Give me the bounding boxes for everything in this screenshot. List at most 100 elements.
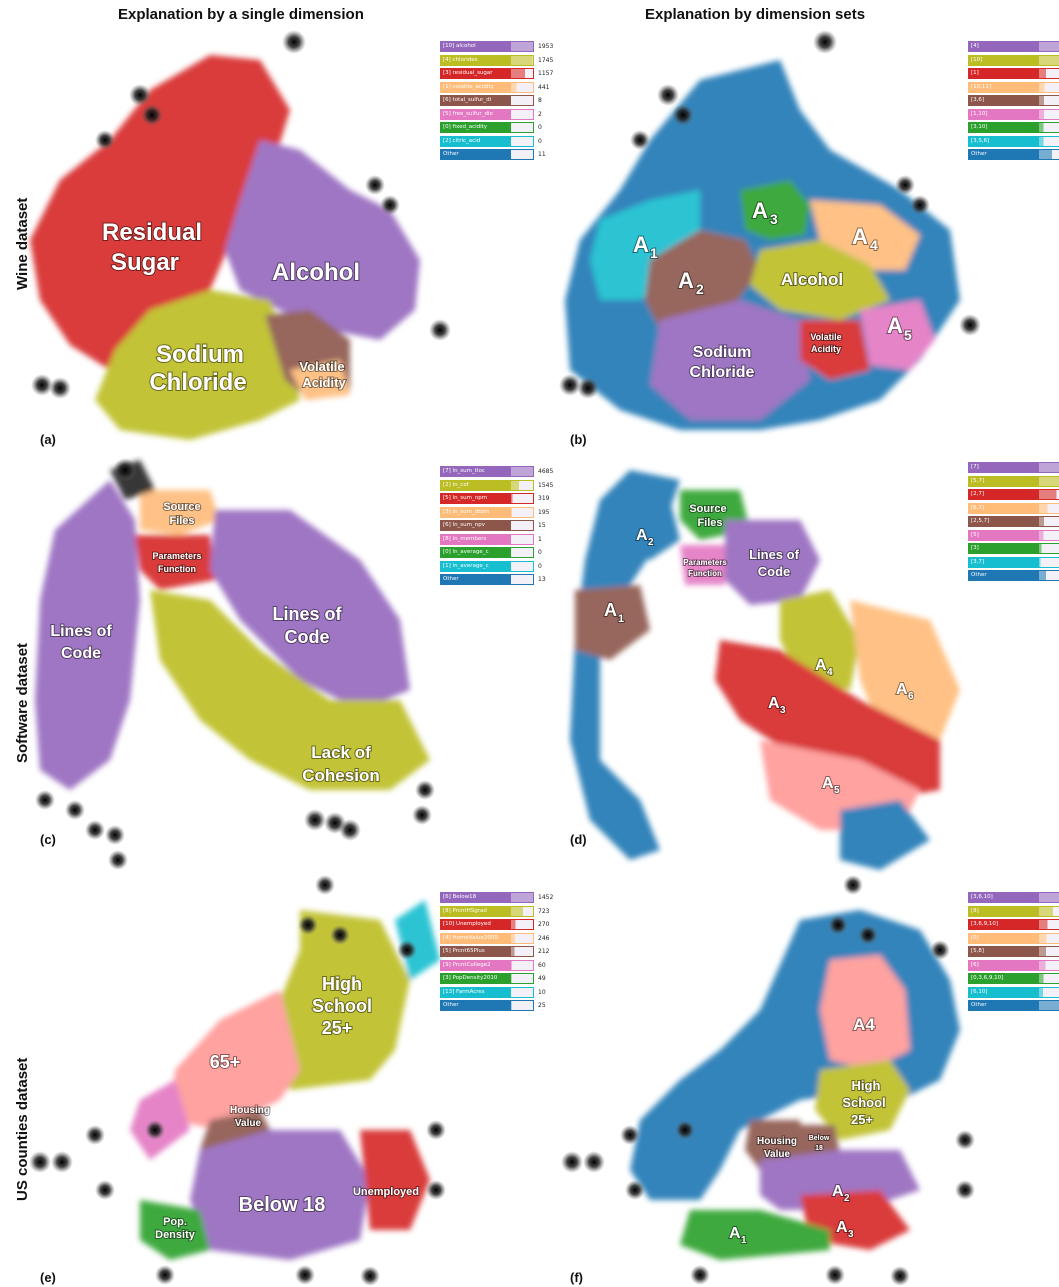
- label-b-a2-sub: 2: [696, 281, 704, 297]
- label-d-files: Files: [697, 517, 722, 529]
- label-d-a5-sub: 5: [834, 785, 840, 796]
- legend-row: Other699: [968, 1000, 1059, 1013]
- legend-row: [2,7]1283: [968, 489, 1059, 502]
- region-e-high-school: [270, 910, 410, 1090]
- legend-count: 49: [538, 975, 546, 982]
- label-c-parameters: Parameters: [152, 551, 201, 561]
- legend-label: Other: [968, 149, 1038, 160]
- region-d-a1: [575, 585, 650, 660]
- legend-bar: [510, 95, 534, 106]
- legend-count: 1: [538, 535, 542, 543]
- legend-bar: [1038, 95, 1059, 106]
- outliers-e: [29, 875, 446, 1286]
- legend-label: [4]: [968, 41, 1038, 52]
- legend-bar: [510, 68, 534, 79]
- legend-count: 441: [538, 83, 550, 91]
- label-b-alcohol: Alcohol: [781, 270, 843, 289]
- label-f-school: School: [842, 1095, 885, 1110]
- region-b-a2: [645, 230, 760, 340]
- legend-bar: [510, 493, 534, 504]
- legend-bar: [1038, 570, 1059, 581]
- label-e-pop: Pop.: [163, 1216, 187, 1228]
- legend-bar: [1038, 543, 1059, 554]
- label-f-a2-sub: 2: [844, 1193, 850, 1204]
- legend-label: [5] free_sulfur_dio: [440, 108, 510, 120]
- legend-bar: [1038, 108, 1059, 120]
- legend-label: [3,7]: [968, 556, 1038, 568]
- legend-bar: [1038, 81, 1059, 93]
- legend-row: [0]230: [968, 932, 1059, 946]
- legend-row: [5] free_sulfur_dio 2: [440, 108, 550, 122]
- legend-row: [5,8]217: [968, 946, 1059, 959]
- legend-bar: [510, 466, 534, 477]
- legend-label: [0,3,6,9,10]: [968, 973, 1038, 984]
- legend-label: [1]: [968, 68, 1038, 79]
- legend-bar: [1038, 475, 1059, 487]
- legend-bar: [1038, 932, 1059, 944]
- region-f-high-school: [815, 1060, 910, 1140]
- legend-bar: [510, 41, 534, 52]
- legend-count: 11: [538, 151, 546, 158]
- legend-bar: [510, 892, 534, 903]
- region-d-a6: [850, 600, 960, 740]
- legend-label: [10,11]: [968, 81, 1038, 93]
- panel-letter-e: (e): [40, 1270, 56, 1285]
- label-f-18: 18: [815, 1145, 823, 1152]
- legend-count: 10: [538, 988, 546, 996]
- label-b-volatile: Volatile: [810, 332, 841, 342]
- legend-row: [3,10]267: [968, 122, 1059, 135]
- legend-row: [6]200: [968, 959, 1059, 973]
- region-d-a3: [715, 640, 940, 800]
- legend-row: [6] total_sulfur_di 8: [440, 95, 550, 108]
- legend-bar: [1038, 489, 1059, 500]
- legend-count: 8: [538, 97, 542, 104]
- legend-count: 4685: [538, 468, 554, 475]
- legend-e: [6] Below18 1452 [8] PrcntHSgrad 723 [10] Un…: [440, 892, 553, 1014]
- region-c-cohesion: [150, 590, 430, 790]
- plot-d: [570, 470, 960, 870]
- label-b-acidity: Acidity: [811, 344, 841, 354]
- legend-label: [6] ln_sum_npv: [440, 520, 510, 531]
- region-e-unemployed: [360, 1130, 430, 1230]
- legend-row: Other507: [968, 570, 1059, 583]
- legend-row: [3,5,6]258: [968, 135, 1059, 149]
- legend-label: [3]: [968, 543, 1038, 554]
- legend-label: [5]: [968, 529, 1038, 541]
- legend-row: [8]431: [968, 905, 1059, 919]
- legend-count: 60: [538, 961, 546, 969]
- label-f-value: Value: [764, 1149, 791, 1160]
- legend-row: [8] ln_members 1: [440, 533, 550, 547]
- label-b-a2: A: [678, 268, 694, 293]
- legend-label: Other: [968, 570, 1038, 581]
- legend-bar: [510, 986, 534, 998]
- legend-bar: [1038, 516, 1059, 527]
- legend-bar: [510, 479, 534, 491]
- label-f-25plus: 25+: [851, 1112, 873, 1127]
- legend-label: [6] Below18: [440, 892, 510, 903]
- legend-row: [6] ln_sum_npv 15: [440, 520, 550, 533]
- legend-b: [4]1440[10]1231[1]414[10,11]335[3,6]290[…: [968, 41, 1059, 163]
- legend-label: [6]: [968, 959, 1038, 971]
- region-b-alcohol: [750, 240, 890, 320]
- legend-label: [5] ln_sum_npm: [440, 493, 510, 504]
- legend-bar: [510, 919, 534, 930]
- legend-row: Other 13: [440, 574, 550, 587]
- legend-count: 270: [538, 921, 550, 928]
- legend-label: [0] ln_average_c: [440, 547, 510, 558]
- legend-row: [10] Unemployed 270: [440, 919, 550, 932]
- label-e-below18: Below 18: [239, 1194, 326, 1216]
- legend-bar: [510, 560, 534, 572]
- legend-bar: [510, 506, 534, 518]
- region-b-sodium-chloride: [650, 300, 810, 420]
- region-c-parameters: [135, 535, 215, 590]
- panel-letter-b: (b): [570, 432, 587, 447]
- legend-label: [10] alcohol: [440, 41, 510, 52]
- plot-b: [565, 60, 960, 430]
- legend-label: [3] PopDensity2010: [440, 973, 510, 984]
- legend-row: Other 25: [440, 1000, 550, 1013]
- legend-bar: [1038, 462, 1059, 473]
- legend-label: [6,7]: [968, 502, 1038, 514]
- legend-label: [5,7]: [968, 475, 1038, 487]
- legend-bar: [510, 932, 534, 944]
- legend-bar: [1038, 556, 1059, 568]
